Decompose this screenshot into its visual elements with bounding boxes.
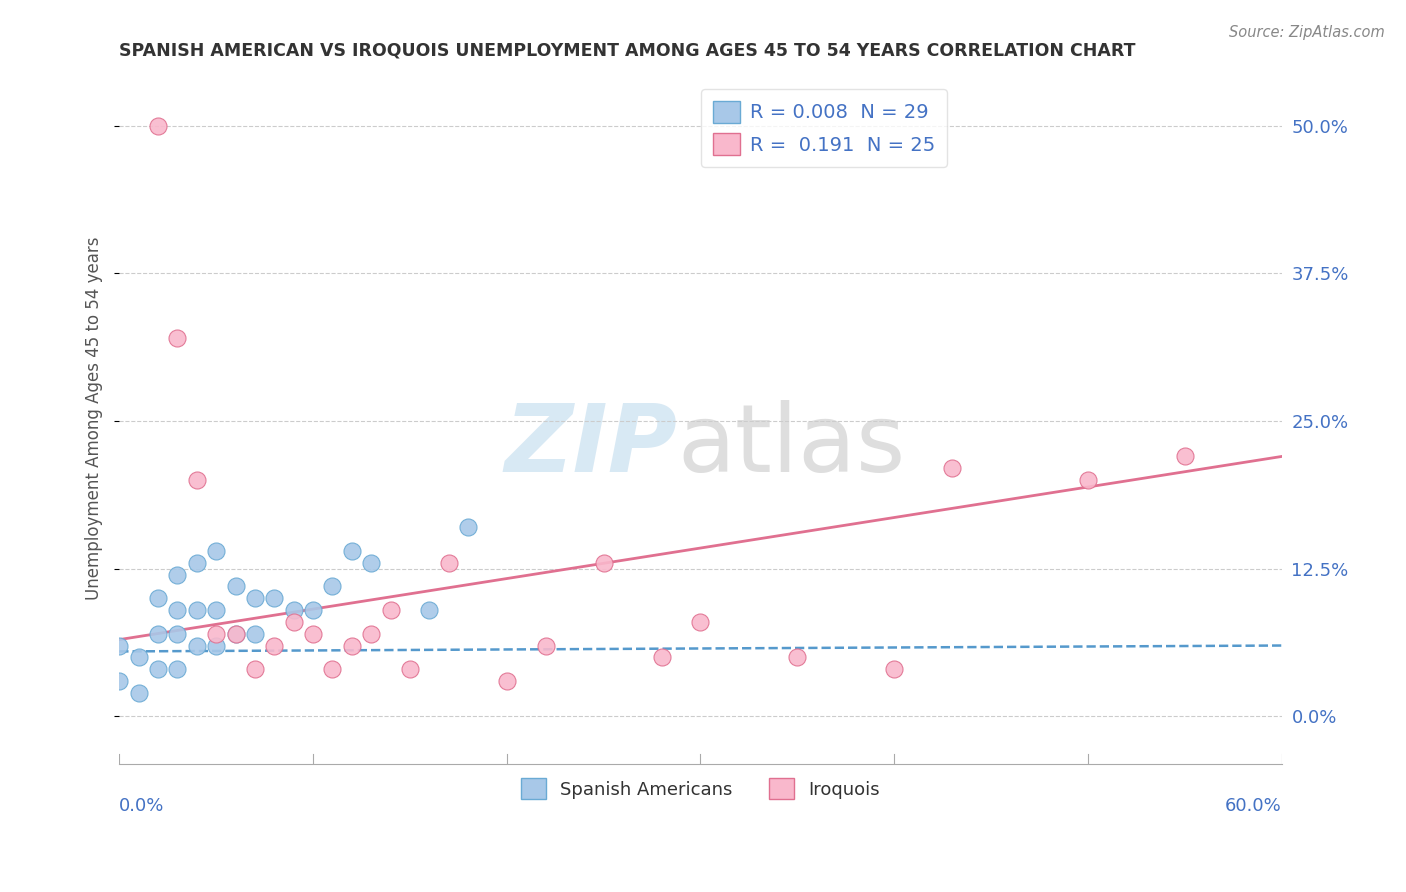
Point — [457, 520, 479, 534]
Point — [205, 544, 228, 558]
Text: 0.0%: 0.0% — [120, 797, 165, 814]
Point — [321, 579, 343, 593]
Point — [128, 650, 150, 665]
Y-axis label: Unemployment Among Ages 45 to 54 years: Unemployment Among Ages 45 to 54 years — [86, 236, 103, 599]
Text: SPANISH AMERICAN VS IROQUOIS UNEMPLOYMENT AMONG AGES 45 TO 54 YEARS CORRELATION : SPANISH AMERICAN VS IROQUOIS UNEMPLOYMEN… — [120, 42, 1136, 60]
Point — [1174, 450, 1197, 464]
Point — [340, 639, 363, 653]
Point — [225, 579, 247, 593]
Point — [534, 639, 557, 653]
Point — [283, 615, 305, 629]
Text: ZIP: ZIP — [505, 400, 678, 491]
Point — [243, 662, 266, 676]
Point — [225, 626, 247, 640]
Point — [166, 626, 188, 640]
Point — [380, 603, 402, 617]
Point — [263, 591, 285, 606]
Point — [146, 591, 169, 606]
Point — [205, 639, 228, 653]
Point — [418, 603, 440, 617]
Point — [146, 626, 169, 640]
Point — [651, 650, 673, 665]
Point — [340, 544, 363, 558]
Point — [186, 603, 208, 617]
Point — [243, 626, 266, 640]
Point — [302, 626, 325, 640]
Text: atlas: atlas — [678, 400, 905, 491]
Point — [146, 119, 169, 133]
Point — [941, 461, 963, 475]
Point — [283, 603, 305, 617]
Point — [186, 639, 208, 653]
Point — [128, 686, 150, 700]
Point — [883, 662, 905, 676]
Point — [166, 662, 188, 676]
Point — [786, 650, 808, 665]
Point — [321, 662, 343, 676]
Point — [205, 603, 228, 617]
Point — [689, 615, 711, 629]
Point — [360, 556, 382, 570]
Point — [263, 639, 285, 653]
Point — [108, 673, 131, 688]
Point — [166, 603, 188, 617]
Text: 60.0%: 60.0% — [1225, 797, 1282, 814]
Point — [495, 673, 517, 688]
Point — [1077, 473, 1099, 487]
Point — [399, 662, 422, 676]
Point — [225, 626, 247, 640]
Point — [592, 556, 614, 570]
Point — [205, 626, 228, 640]
Point — [243, 591, 266, 606]
Point — [108, 639, 131, 653]
Text: Source: ZipAtlas.com: Source: ZipAtlas.com — [1229, 25, 1385, 40]
Legend: Spanish Americans, Iroquois: Spanish Americans, Iroquois — [513, 772, 887, 806]
Point — [166, 567, 188, 582]
Point — [146, 662, 169, 676]
Point — [360, 626, 382, 640]
Point — [437, 556, 460, 570]
Point — [166, 331, 188, 345]
Point — [302, 603, 325, 617]
Point — [186, 473, 208, 487]
Point — [186, 556, 208, 570]
